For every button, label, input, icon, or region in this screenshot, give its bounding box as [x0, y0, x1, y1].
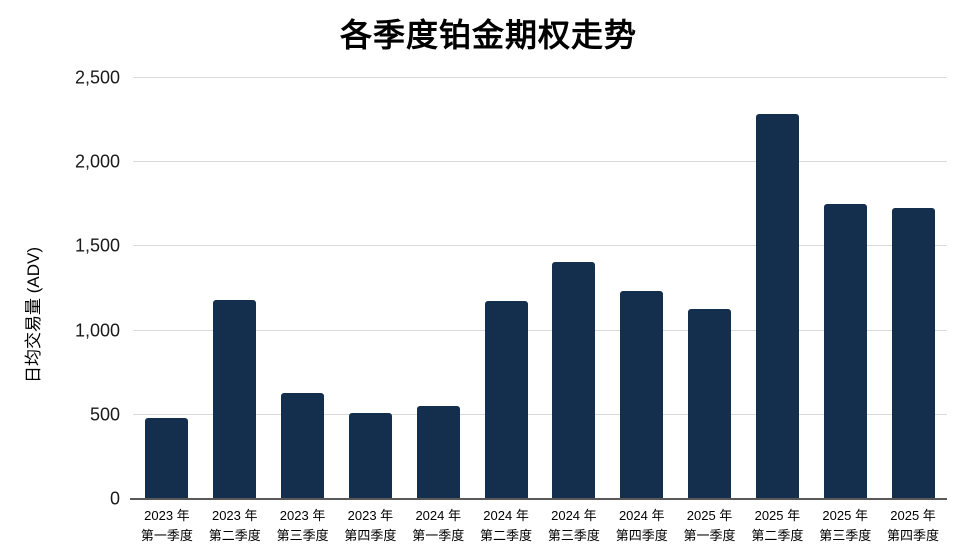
bar-7: [620, 291, 664, 499]
bar-series: [133, 78, 947, 499]
bar-cell: [540, 78, 608, 499]
x-axis-labels: 2023 年第一季度 2023 年第二季度 2023 年第三季度 2023 年第四季度…: [133, 506, 947, 545]
bar-cell: [269, 78, 337, 499]
bar-3: [348, 413, 392, 499]
y-tick-label: 2,500: [74, 67, 120, 88]
y-tick-label: 1,500: [74, 235, 120, 256]
gridline: [133, 161, 947, 163]
bar-cell: [608, 78, 676, 499]
y-tick-label: 1,000: [74, 320, 120, 341]
x-axis-line: [130, 498, 947, 500]
bar-10: [823, 204, 867, 499]
bar-cell: [743, 78, 811, 499]
y-tick-label: 0: [109, 488, 120, 509]
x-tick-label: 2024 年第三季度: [547, 508, 600, 543]
x-tick-label: 2025 年第四季度: [887, 508, 940, 543]
bar-8: [688, 308, 732, 499]
x-tick-label: 2025 年第二季度: [751, 508, 804, 543]
gridline: [133, 413, 947, 415]
bar-cell: [201, 78, 269, 499]
x-tick-label: 2025 年第三季度: [819, 508, 872, 543]
bar-4: [416, 405, 460, 499]
bar-6: [552, 261, 596, 499]
x-tick-label: 2023 年第二季度: [208, 508, 261, 543]
x-tick-label: 2023 年第四季度: [344, 508, 397, 543]
chart-title: 各季度铂金期权走势: [339, 17, 637, 53]
x-tick-label: 2024 年第一季度: [412, 508, 465, 543]
bar-cell: [676, 78, 744, 499]
x-tick-label: 2023 年第三季度: [276, 508, 329, 543]
bar-0: [145, 418, 189, 499]
bar-cell: [404, 78, 472, 499]
bar-cell: [336, 78, 404, 499]
bar-1: [213, 300, 257, 499]
bar-9: [755, 114, 799, 499]
bar-cell: [879, 78, 947, 499]
plot-area: [130, 77, 947, 500]
y-tick-label: 500: [89, 404, 120, 425]
bar-2: [281, 392, 325, 499]
gridline: [133, 329, 947, 331]
y-tick-label: 2,000: [74, 151, 120, 172]
x-tick-label: 2023 年第一季度: [140, 508, 193, 543]
bar-cell: [811, 78, 879, 499]
x-tick-label: 2025 年第一季度: [683, 508, 736, 543]
x-tick-label: 2024 年第四季度: [615, 508, 668, 543]
gridline: [133, 245, 947, 247]
bar-cell: [472, 78, 540, 499]
bar-cell: [133, 78, 201, 499]
gridline: [133, 77, 947, 78]
y-axis-tick-labels: 0 500 1,000 1,500 2,000 2,500: [0, 68, 120, 509]
bar-11: [891, 207, 935, 499]
bar-5: [484, 301, 528, 499]
x-tick-label: 2024 年第二季度: [480, 508, 533, 543]
